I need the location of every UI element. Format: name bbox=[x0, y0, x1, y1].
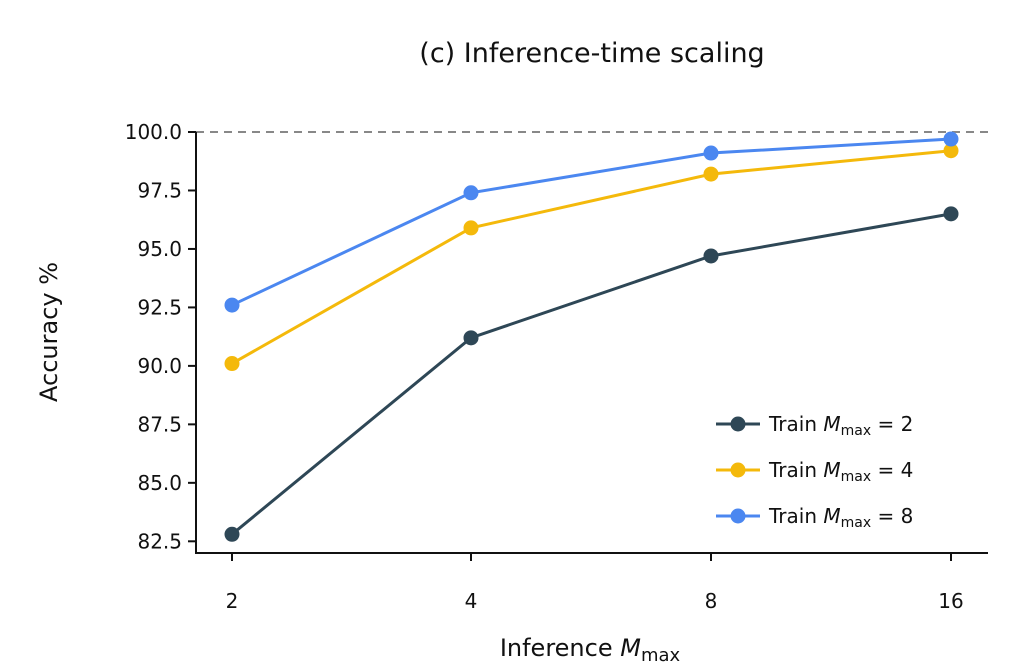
y-tick-label: 90.0 bbox=[137, 354, 182, 378]
x-axis-label-text: Inference bbox=[500, 634, 613, 662]
x-tick-label: 2 bbox=[226, 589, 239, 613]
x-tick-label: 4 bbox=[465, 589, 478, 613]
x-axis-label: Inference Mmax bbox=[500, 634, 681, 666]
series-line-1 bbox=[231, 149, 952, 365]
y-ticks: 82.5 85.0 87.5 90.0 92.5 95.0 97.5 100.0 bbox=[125, 120, 196, 553]
data-point-series-2 bbox=[703, 145, 719, 161]
x-axis-label-sub: max bbox=[641, 645, 681, 666]
data-point-series-1 bbox=[224, 356, 240, 372]
legend-marker bbox=[730, 462, 746, 478]
y-tick-label: 100.0 bbox=[125, 120, 182, 144]
series-line-0 bbox=[231, 212, 952, 536]
series-layer bbox=[224, 131, 959, 542]
y-tick-label: 82.5 bbox=[137, 529, 182, 553]
x-ticks: 2 4 8 16 bbox=[226, 553, 964, 613]
data-point-series-0 bbox=[703, 248, 719, 264]
data-point-series-2 bbox=[943, 131, 959, 147]
data-point-series-1 bbox=[463, 220, 479, 236]
data-point-series-0 bbox=[463, 330, 479, 346]
y-axis-label: Accuracy % bbox=[35, 262, 63, 402]
y-tick-label: 85.0 bbox=[137, 471, 182, 495]
legend: Train Mmax = 2 Train Mmax = 4 Train Mmax =… bbox=[716, 412, 913, 531]
data-point-series-2 bbox=[463, 185, 479, 201]
x-tick-label: 8 bbox=[705, 589, 718, 613]
data-point-series-1 bbox=[943, 143, 959, 159]
y-tick-label: 92.5 bbox=[137, 295, 182, 319]
chart-title: (c) Inference-time scaling bbox=[419, 38, 764, 69]
legend-label: Train Mmax = 2 bbox=[768, 412, 913, 439]
series-line-2 bbox=[231, 137, 952, 307]
y-tick-label: 95.0 bbox=[137, 237, 182, 261]
x-axis-label-var: M bbox=[620, 634, 641, 662]
data-point-series-2 bbox=[224, 297, 240, 313]
legend-marker bbox=[730, 508, 746, 524]
data-point-series-0 bbox=[224, 526, 240, 542]
legend-marker bbox=[730, 416, 746, 432]
data-point-series-1 bbox=[703, 166, 719, 182]
legend-label: Train Mmax = 8 bbox=[768, 504, 913, 531]
y-tick-label: 87.5 bbox=[137, 412, 182, 436]
data-point-series-0 bbox=[943, 206, 959, 222]
x-tick-label: 16 bbox=[938, 589, 963, 613]
legend-label: Train Mmax = 4 bbox=[768, 458, 913, 485]
y-tick-label: 97.5 bbox=[137, 178, 182, 202]
